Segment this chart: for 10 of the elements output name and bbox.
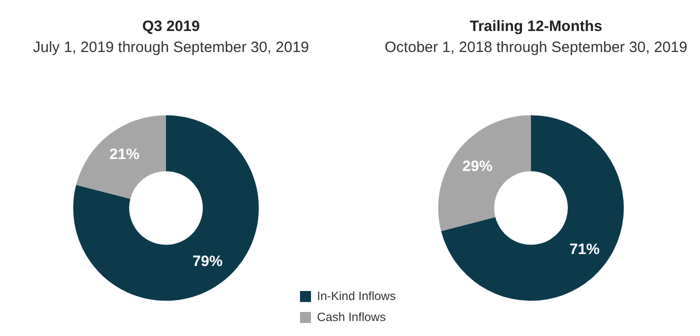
data-label: 29% [462,158,492,175]
chart-title: Trailing 12-Months [470,18,602,35]
data-label: 79% [192,253,223,270]
data-label: 21% [109,146,140,163]
legend-label: Cash Inflows [317,310,386,324]
legend-label: In-Kind Inflows [317,289,396,303]
data-label: 71% [570,241,600,258]
chart-subtitle: July 1, 2019 through September 30, 2019 [32,39,310,56]
chart-title: Q3 2019 [142,18,200,35]
chart-subtitle: October 1, 2018 through September 30, 2019 [384,39,688,56]
